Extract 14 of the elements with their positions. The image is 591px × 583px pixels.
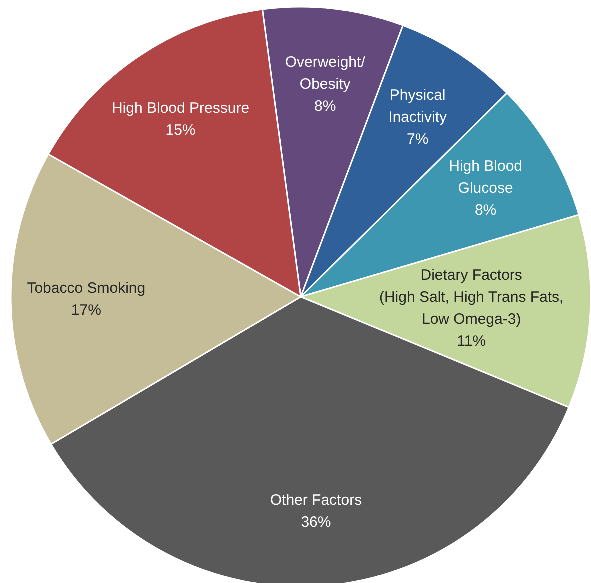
slice-label: Tobacco Smoking: [27, 280, 146, 297]
data-label: 8%: [314, 97, 336, 114]
slice-label: Overweight/ Obesity: [285, 53, 366, 92]
data-label: 8%: [474, 201, 497, 218]
slice-label: High Blood Glucose: [449, 157, 523, 196]
data-label: 17%: [71, 302, 102, 319]
data-label: 11%: [457, 332, 486, 350]
slice-label: Other Factors: [270, 492, 362, 509]
slice-label: High Blood Pressure: [112, 100, 250, 117]
data-label: 36%: [301, 514, 332, 531]
data-label: 15%: [166, 122, 196, 139]
slice-label: Physical Inactivity: [388, 86, 448, 126]
data-label: 7%: [407, 130, 429, 148]
slice-label: Dietary Factors (High Salt, High Trans Fats, Low Omega-3): [379, 266, 564, 328]
